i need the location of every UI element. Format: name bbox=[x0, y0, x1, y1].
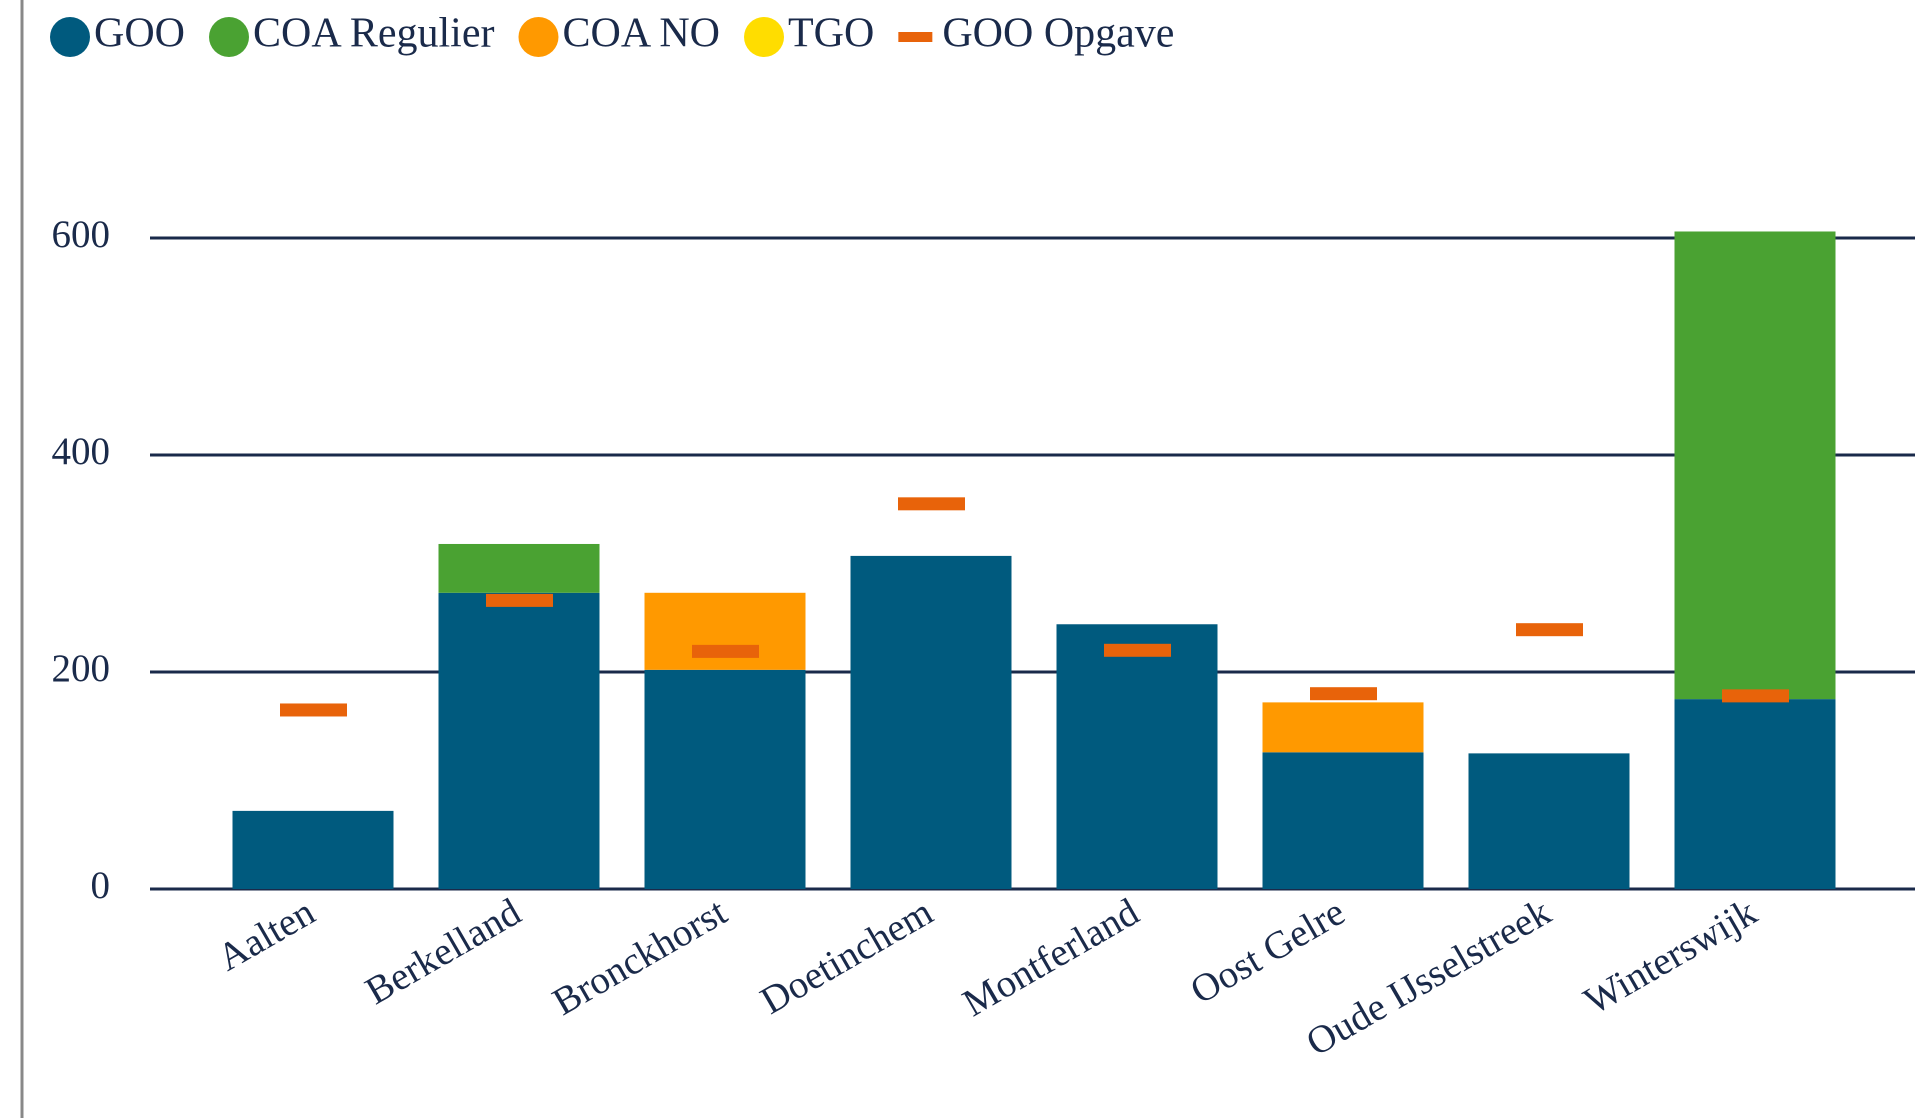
legend-marker bbox=[518, 17, 559, 57]
x-tick-label: Montferland bbox=[956, 890, 1147, 1025]
legend-label: COA NO bbox=[562, 11, 720, 57]
y-tick-label: 0 bbox=[91, 864, 111, 907]
bar-segment bbox=[438, 543, 600, 593]
target-marker bbox=[1104, 643, 1171, 657]
y-tick-label: 200 bbox=[52, 647, 111, 690]
legend-label: GOO bbox=[94, 11, 185, 57]
x-tick-label: Doetinchem bbox=[753, 890, 940, 1023]
bar-segment bbox=[644, 669, 806, 889]
x-tick-label: Bronckhorst bbox=[545, 890, 734, 1024]
target-marker bbox=[1516, 623, 1583, 637]
bar-segment bbox=[850, 555, 1012, 889]
legend-marker bbox=[744, 17, 785, 57]
legend-label: COA Regulier bbox=[253, 11, 494, 57]
legend-marker bbox=[209, 17, 249, 57]
bar-segment bbox=[1674, 231, 1836, 700]
bar-segment bbox=[1262, 702, 1424, 753]
bar-segment bbox=[1262, 752, 1424, 889]
bar-segment bbox=[1056, 624, 1218, 889]
target-marker bbox=[486, 593, 553, 607]
target-marker bbox=[898, 497, 965, 511]
x-tick-label: Aalten bbox=[210, 890, 322, 979]
bar-segment bbox=[1468, 753, 1630, 889]
target-marker bbox=[280, 703, 347, 717]
legend-label: GOO Opgave bbox=[942, 11, 1174, 57]
bar-segment bbox=[232, 810, 394, 889]
target-marker bbox=[1310, 687, 1377, 701]
bar-segment bbox=[438, 592, 600, 889]
y-tick-label: 400 bbox=[52, 430, 111, 473]
x-tick-label: Oost Gelre bbox=[1183, 890, 1352, 1012]
target-marker bbox=[1722, 689, 1789, 703]
bar-segment bbox=[644, 592, 806, 670]
legend-marker bbox=[898, 32, 933, 42]
legend-label: TGO bbox=[788, 11, 874, 57]
bar-segment bbox=[1674, 699, 1836, 889]
legend-marker bbox=[50, 17, 90, 57]
x-tick-label: Winterswijk bbox=[1577, 890, 1765, 1023]
x-tick-label: Berkelland bbox=[358, 890, 528, 1013]
y-tick-label: 600 bbox=[52, 213, 111, 256]
target-marker bbox=[692, 644, 759, 658]
